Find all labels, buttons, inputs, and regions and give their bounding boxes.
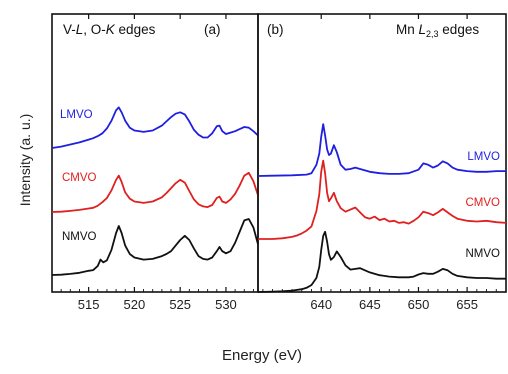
plot-frame-b [257, 13, 507, 293]
panel-letter-a: (a) [204, 22, 221, 37]
x-tick-label-b-655: 655 [456, 297, 478, 312]
x-axis-label: Energy (eV) [222, 347, 302, 364]
series-label-b-cmvo: CMVO [466, 197, 501, 209]
plot-frame-a [51, 13, 259, 293]
x-tick-label-b-650: 650 [408, 297, 430, 312]
x-tick-label-a-530: 530 [215, 297, 237, 312]
panel-title-b: Mn L2,3 edges [396, 22, 479, 39]
series-line-b-cmvo [258, 159, 507, 240]
series-line-a-nmvo [51, 218, 259, 276]
series-label-a-nmvo: NMVO [62, 231, 97, 243]
panel-b: 640 645 650 655 LMVO CMVO NMVO Mn L2,3 edges (b) [257, 13, 507, 312]
series-line-b-lmvo [257, 123, 506, 177]
panel-letter-b: (b) [267, 22, 284, 37]
y-axis-label: Intensity (a. u.) [17, 114, 33, 207]
series-line-a-cmvo [51, 171, 259, 213]
panel-title-a: V-L, O-K edges [63, 22, 156, 37]
panel-a: 515 520 525 530 LMVO CMVO NMVO V-L, O-K edges (a… [51, 13, 259, 312]
series-label-a-cmvo: CMVO [62, 172, 97, 184]
series-line-a-lmvo [51, 106, 259, 149]
series-label-a-lmvo: LMVO [60, 109, 93, 121]
x-tick-label-a-520: 520 [124, 297, 146, 312]
series-label-b-nmvo: NMVO [466, 248, 501, 260]
x-tick-label-a-515: 515 [78, 297, 100, 312]
x-tick-label-a-525: 525 [169, 297, 191, 312]
x-tick-label-b-640: 640 [310, 297, 332, 312]
series-line-b-nmvo [257, 230, 506, 293]
x-tick-label-b-645: 645 [359, 297, 381, 312]
series-label-b-lmvo: LMVO [467, 151, 500, 163]
